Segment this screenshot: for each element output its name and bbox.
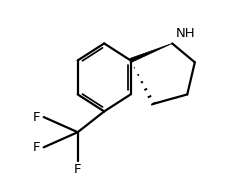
Text: F: F xyxy=(32,141,40,154)
Text: F: F xyxy=(32,111,40,124)
Polygon shape xyxy=(130,43,172,62)
Text: NH: NH xyxy=(176,28,196,40)
Text: F: F xyxy=(74,163,82,176)
